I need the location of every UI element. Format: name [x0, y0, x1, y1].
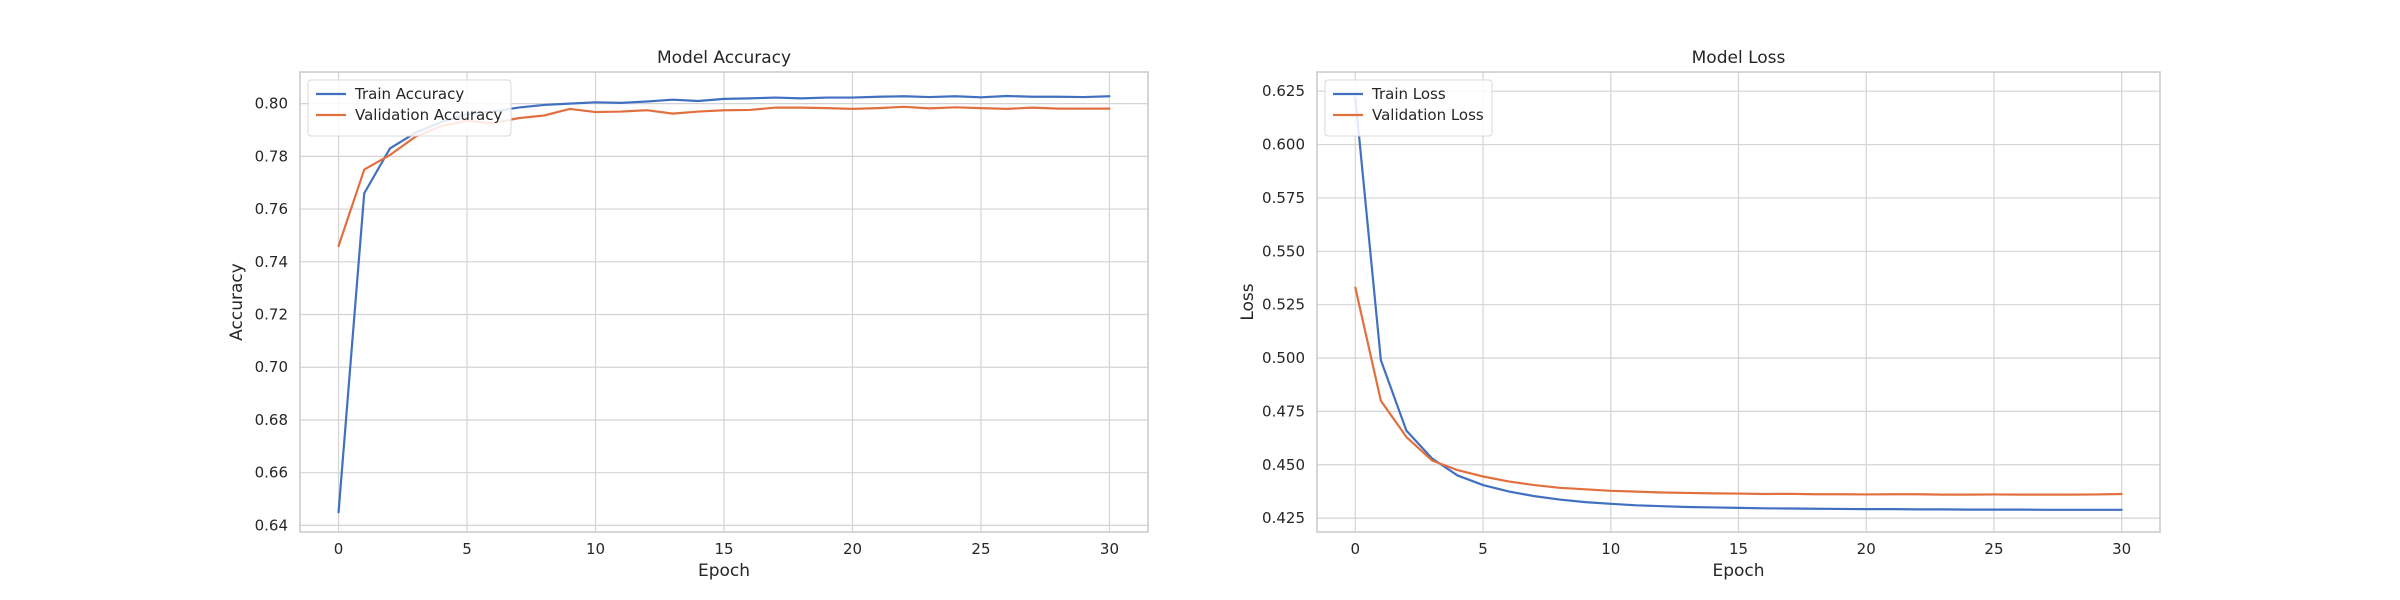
loss-legend: Train Loss Validation Loss [1324, 79, 1493, 137]
loss-y-tick-label: 0.600 [1262, 136, 1305, 154]
loss-chart: 0 5 10 15 20 25 30 0.425 0.450 0.475 0.500 0.525 0.5… [1238, 48, 2161, 581]
loss-series [1354, 96, 2123, 511]
loss-x-tick-label: 0 [1351, 540, 1361, 558]
accuracy-x-tick-label: 0 [334, 540, 344, 558]
accuracy-y-tick-label: 0.70 [255, 358, 288, 376]
accuracy-y-tick-label: 0.64 [255, 516, 288, 534]
loss-y-tick-label: 0.525 [1262, 296, 1305, 314]
legend-label-train-accuracy: Train Accuracy [354, 85, 464, 103]
accuracy-y-tick-label: 0.72 [255, 306, 288, 324]
loss-x-tick-label: 20 [1857, 540, 1876, 558]
loss-x-tick-label: 30 [2112, 540, 2131, 558]
loss-x-tick-label: 5 [1478, 540, 1488, 558]
loss-y-tick-label: 0.625 [1262, 82, 1305, 100]
accuracy-x-tick-label: 30 [1100, 540, 1119, 558]
legend-label-validation-accuracy: Validation Accuracy [355, 106, 502, 124]
accuracy-x-tick-label: 10 [586, 540, 605, 558]
loss-ticks: 0 5 10 15 20 25 30 0.425 0.450 0.475 0.500 0.525 0.5… [1262, 82, 2131, 558]
loss-y-tick-label: 0.450 [1262, 456, 1305, 474]
series-line-validation-loss [1354, 286, 2123, 496]
legend-label-train-loss: Train Loss [1371, 85, 1446, 103]
accuracy-y-axis-label: Accuracy [227, 263, 247, 341]
accuracy-legend-box [307, 79, 512, 137]
accuracy-x-tick-label: 25 [971, 540, 990, 558]
series-line-train-loss [1354, 96, 2123, 511]
accuracy-x-tick-label: 15 [714, 540, 733, 558]
loss-y-tick-label: 0.500 [1262, 349, 1305, 367]
accuracy-y-tick-label: 0.76 [255, 200, 288, 218]
loss-x-tick-label: 25 [1984, 540, 2003, 558]
accuracy-y-tick-label: 0.80 [255, 95, 288, 113]
loss-x-tick-label: 15 [1729, 540, 1748, 558]
accuracy-x-tick-label: 5 [462, 540, 472, 558]
accuracy-y-tick-label: 0.78 [255, 147, 288, 165]
accuracy-y-tick-label: 0.68 [255, 411, 288, 429]
loss-grid [1317, 72, 2160, 532]
accuracy-x-tick-label: 20 [843, 540, 862, 558]
loss-y-tick-label: 0.575 [1262, 189, 1305, 207]
loss-plot-frame [1316, 71, 2161, 533]
accuracy-legend: Train Accuracy Validation Accuracy [307, 79, 512, 137]
loss-y-tick-label: 0.425 [1262, 509, 1305, 527]
loss-y-tick-label: 0.550 [1262, 242, 1305, 260]
accuracy-chart-title: Model Accuracy [657, 48, 791, 68]
accuracy-chart: 0 5 10 15 20 25 30 0.64 0.66 0.68 0.70 0.72 0.74 0.76… [227, 48, 1149, 581]
accuracy-plot-frame [299, 71, 1149, 533]
accuracy-y-tick-label: 0.66 [255, 464, 288, 482]
accuracy-x-axis-label: Epoch [698, 561, 750, 581]
accuracy-grid [300, 72, 1148, 532]
loss-x-tick-label: 10 [1601, 540, 1620, 558]
accuracy-ticks: 0 5 10 15 20 25 30 0.64 0.66 0.68 0.70 0.72 0.74 0.76… [255, 95, 1119, 558]
loss-legend-box [1324, 79, 1493, 137]
loss-chart-title: Model Loss [1692, 48, 1786, 68]
legend-label-validation-loss: Validation Loss [1372, 106, 1484, 124]
loss-x-axis-label: Epoch [1712, 561, 1764, 581]
loss-y-tick-label: 0.475 [1262, 402, 1305, 420]
loss-y-axis-label: Loss [1238, 283, 1258, 320]
accuracy-y-tick-label: 0.74 [255, 253, 288, 271]
